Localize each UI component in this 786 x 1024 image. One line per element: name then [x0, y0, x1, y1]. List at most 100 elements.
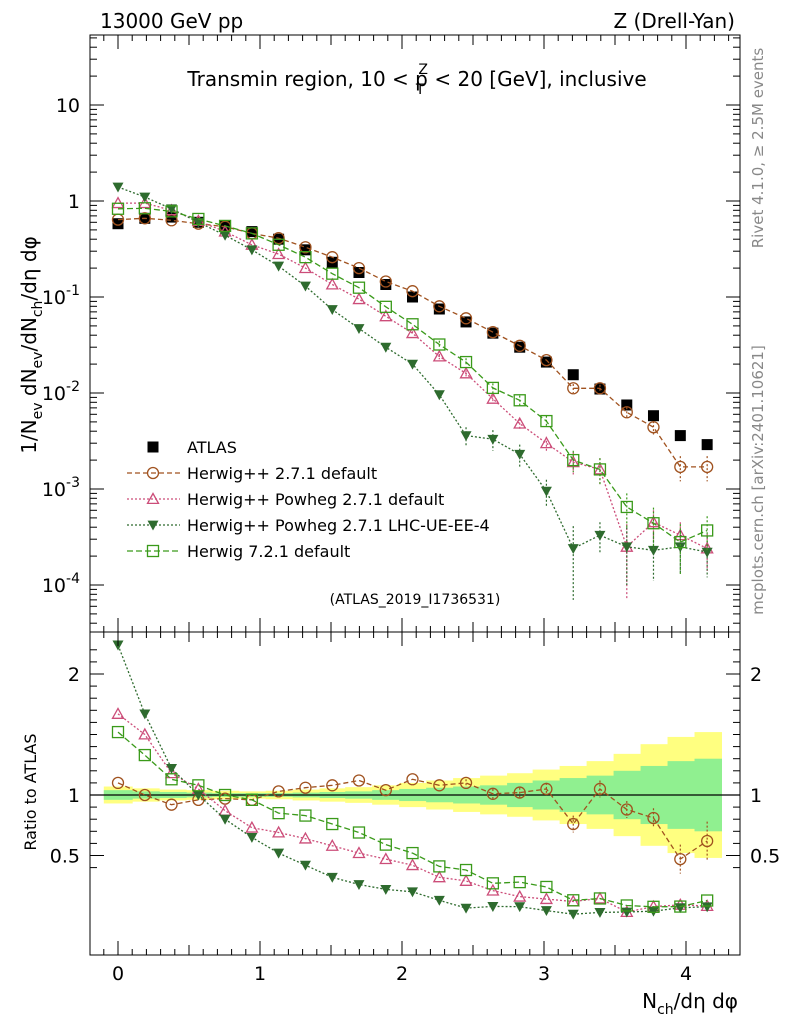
mcplots-label: mcplots.cern.ch [arXiv:2401.10621] [749, 345, 767, 615]
ratio-point [111, 776, 125, 790]
data-point [566, 455, 580, 468]
ratio-y-tick-label: 2 [68, 664, 80, 686]
ratio-point [406, 773, 419, 786]
ratio-point [138, 727, 152, 740]
ratio-point [432, 870, 446, 883]
data-point [379, 309, 393, 322]
data-point [487, 327, 499, 339]
data-point [647, 545, 659, 556]
data-point [540, 353, 553, 367]
ratio-point [272, 785, 285, 798]
ratio-point [540, 880, 553, 894]
ratio-clipped-group [90, 640, 740, 920]
ratio-point [514, 902, 526, 913]
ratio-point [513, 889, 527, 902]
data-point [621, 542, 633, 553]
data-point [299, 251, 312, 264]
ylabel-part-1: 1/N [17, 419, 41, 453]
ratio-point [326, 817, 339, 831]
y-tick-label: 1 [68, 191, 80, 213]
series-herwig-powheg-2-7-1-lhc-ue-ee-4 [112, 182, 713, 600]
series-line [117, 217, 708, 468]
data-point [353, 266, 365, 278]
data-point [621, 399, 633, 411]
data-point [647, 410, 659, 422]
data-point [567, 382, 580, 395]
legend-item-herwig-powheg-2-7-1-default: Herwig++ Powheg 2.7.1 default [127, 490, 444, 509]
data-point [620, 500, 633, 514]
ratio-point [299, 781, 312, 794]
data-point [406, 318, 419, 331]
data-point [138, 212, 151, 225]
data-point [486, 391, 500, 404]
x-tick-label: 4 [680, 963, 692, 985]
ratio-point [486, 787, 500, 800]
ylabel-part-2: dN [17, 368, 41, 402]
data-point [540, 414, 553, 428]
ratio-panel-frame [89, 631, 741, 956]
ratio-point [111, 725, 125, 739]
ratio-series-herwig-7-2-1-default [111, 725, 714, 913]
data-point [246, 245, 258, 256]
data-point [406, 285, 419, 298]
data-point [701, 524, 714, 537]
x-tick-label: 0 [112, 963, 124, 985]
ratio-point [379, 852, 393, 865]
ratio-point [379, 784, 392, 797]
series-line [117, 207, 708, 543]
data-point [432, 349, 446, 362]
y-tick-label: 10 [56, 95, 80, 117]
ratio-point [165, 773, 178, 786]
ratio-point [405, 858, 420, 871]
ratio-point [701, 902, 713, 913]
series-atlas [112, 211, 713, 451]
ratio-y-tick-label: 1 [68, 785, 80, 807]
data-point [459, 366, 473, 379]
ratio-point [594, 907, 606, 918]
data-point [273, 261, 285, 272]
data-point [487, 434, 499, 445]
data-point [218, 219, 232, 233]
data-point [352, 281, 366, 294]
ylabel-sub-ch: ch [30, 301, 46, 318]
data-point [299, 244, 311, 256]
ratio-point [326, 779, 339, 792]
data-point [514, 341, 526, 353]
data-point [701, 439, 713, 451]
ratio-y-axis-label: Ratio to ATLAS [21, 733, 40, 850]
data-point [567, 369, 579, 381]
process-label: Z (Drell-Yan) [613, 9, 735, 33]
analysis-watermark: (ATLAS_2019_I1736531) [330, 592, 501, 608]
legend-marker [146, 492, 160, 505]
legend-label: Herwig++ 2.7.1 default [187, 464, 377, 483]
ratio-point [701, 894, 714, 907]
data-point [139, 192, 151, 203]
data-point [433, 390, 445, 401]
y-tick-base: 10 [42, 575, 66, 597]
ratio-point [352, 846, 366, 859]
data-point [593, 382, 607, 395]
xlabel-rest: /dη dφ [674, 989, 738, 1013]
ylabel-sub-ev-1: ev [30, 402, 46, 419]
ratio-point [539, 892, 554, 905]
data-point [299, 281, 311, 292]
legend-label: Herwig++ Powheg 2.7.1 default [187, 490, 444, 509]
main-y-axis-label: 1/Nev dNev/dNch/dη dφ [17, 236, 46, 454]
ratio-point [245, 793, 259, 806]
y-tick-label: 10-1 [42, 283, 80, 309]
ratio-series-herwig-2-7-1-default [111, 773, 714, 874]
data-point [219, 230, 231, 241]
ratio-point [459, 874, 473, 886]
y-tick-base: 10 [42, 287, 66, 309]
ratio-point [246, 832, 258, 843]
data-point [513, 339, 526, 352]
data-point [460, 316, 472, 328]
ratio-point [165, 798, 178, 811]
data-point [407, 359, 419, 370]
data-point [620, 406, 633, 419]
data-point [245, 227, 259, 240]
data-point [246, 226, 258, 238]
ratio-point [407, 887, 419, 898]
